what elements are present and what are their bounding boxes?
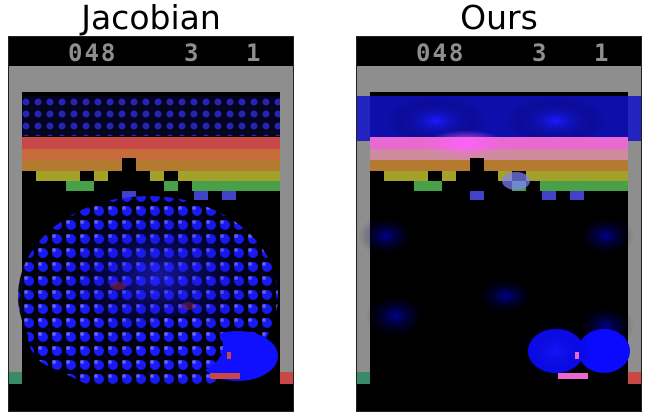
score-bar-ours: 048 3 1	[356, 40, 642, 66]
frame-ours: 048 3 1	[356, 36, 642, 412]
panel-title-jacobian: Jacobian	[81, 0, 221, 37]
score-value: 048	[68, 39, 118, 67]
score-value: 048	[416, 39, 466, 67]
lives-value: 3	[184, 39, 201, 67]
game-frame-jacobian	[8, 36, 294, 412]
score-bar-jacobian: 048 3 1	[8, 40, 294, 66]
game-frame-ours	[356, 36, 642, 412]
frame-jacobian: 048 3 1	[8, 36, 294, 412]
lives-value: 3	[532, 39, 549, 67]
panel-title-ours: Ours	[460, 0, 538, 37]
player-value: 1	[594, 39, 611, 67]
player-value: 1	[246, 39, 263, 67]
